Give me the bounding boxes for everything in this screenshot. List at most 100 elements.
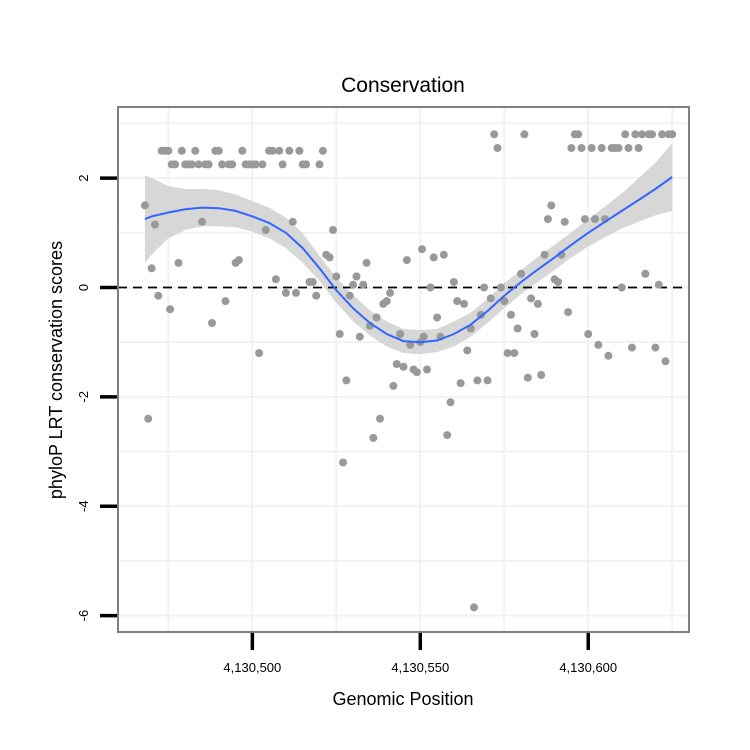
data-point [174,258,183,267]
data-point [638,130,646,139]
data-point [547,201,556,210]
data-point [503,349,512,358]
data-point [166,305,175,314]
data-points [140,130,677,612]
data-point [460,299,468,308]
data-point [396,330,405,338]
data-point [537,371,546,379]
data-point [359,280,368,289]
data-point [490,130,499,139]
data-point [560,217,569,226]
data-point [473,376,482,385]
data-point [443,431,452,440]
data-point [318,146,327,155]
data-point [389,381,398,390]
data-point [419,332,428,341]
smooth-curve [144,176,673,344]
y-tick-label: -2 [76,391,91,403]
y-axis-label: phyloP LRT conservation scores [46,241,66,499]
data-point [543,215,552,224]
y-axis-ticks: 2 0 -2 -4 -6 [76,174,117,621]
data-point [627,343,636,352]
data-point [355,332,364,341]
data-point [369,433,378,442]
data-point [171,160,180,169]
data-point [198,217,206,226]
data-point [577,144,586,152]
data-point [271,275,280,284]
data-point [255,349,264,358]
data-point [268,146,277,155]
data-point [285,146,294,155]
data-point [177,146,186,155]
data-point [339,458,347,467]
data-point [352,272,361,281]
data-point [580,215,589,224]
data-point [312,291,321,300]
data-point [349,280,358,289]
data-point [540,250,549,259]
data-point [483,376,492,385]
data-point [574,130,583,139]
data-point [591,215,599,224]
data-point [329,226,337,234]
data-point [345,291,354,300]
data-point [634,144,643,152]
data-point [150,220,159,229]
x-axis-label: Genomic Position [332,689,473,709]
x-tick-label: 4,130,550 [391,660,449,675]
data-point [564,308,573,317]
data-point [500,297,509,306]
chart-title: Conservation [341,74,465,97]
data-point [470,603,478,612]
data-point [584,330,593,338]
data-point [214,146,223,155]
data-point [597,144,606,152]
data-point [144,414,153,423]
data-point [604,351,613,360]
x-tick-label: 4,130,500 [223,660,281,675]
data-point [480,283,489,292]
data-point [439,250,448,259]
data-point [335,330,344,338]
data-point [194,160,203,169]
data-point [614,144,623,152]
data-point [302,160,311,169]
data-point [258,160,267,169]
data-point [624,144,633,152]
data-point [517,269,526,278]
data-point [208,319,216,327]
data-point [342,376,351,385]
data-point [234,256,243,265]
y-tick-label: 2 [76,174,91,181]
data-point [651,343,660,352]
data-point [496,283,505,292]
data-point [402,256,411,265]
data-point [453,297,462,306]
data-point [261,226,270,234]
data-point [228,160,237,169]
data-point [449,278,458,286]
data-point [332,272,341,281]
confidence-band [144,143,673,355]
data-point [382,297,391,306]
data-point [418,245,426,254]
x-axis-ticks: 4,130,500 4,130,550 4,130,600 [223,633,617,675]
data-point [513,324,522,333]
data-point [295,146,304,155]
data-point [554,278,562,286]
data-point [147,264,156,273]
data-point [530,330,539,338]
data-point [221,297,230,306]
data-point [140,201,149,210]
data-point [523,373,532,382]
data-point [654,280,663,289]
data-point [288,217,297,226]
data-point [456,379,465,388]
data-point [412,368,421,377]
data-point [533,299,542,308]
confidence-band-area [144,143,673,355]
data-point [187,160,196,169]
data-point [426,283,435,292]
data-point [617,283,626,292]
